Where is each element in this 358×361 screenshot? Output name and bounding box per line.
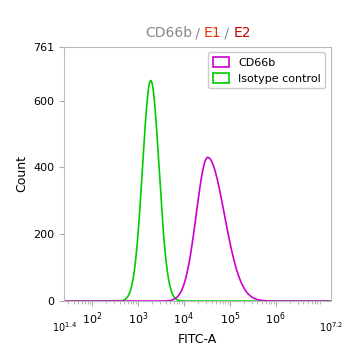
Text: CD66b: CD66b <box>145 26 192 40</box>
Y-axis label: Count: Count <box>15 156 28 192</box>
Legend: CD66b, Isotype control: CD66b, Isotype control <box>208 52 325 88</box>
Text: /: / <box>190 26 204 40</box>
Text: $10^{1.4}$: $10^{1.4}$ <box>52 321 77 334</box>
Text: /: / <box>220 26 234 40</box>
Text: E2: E2 <box>233 26 251 40</box>
Text: E1: E1 <box>203 26 221 40</box>
X-axis label: FITC-A: FITC-A <box>178 333 217 346</box>
Text: $10^{7.2}$: $10^{7.2}$ <box>319 321 343 334</box>
